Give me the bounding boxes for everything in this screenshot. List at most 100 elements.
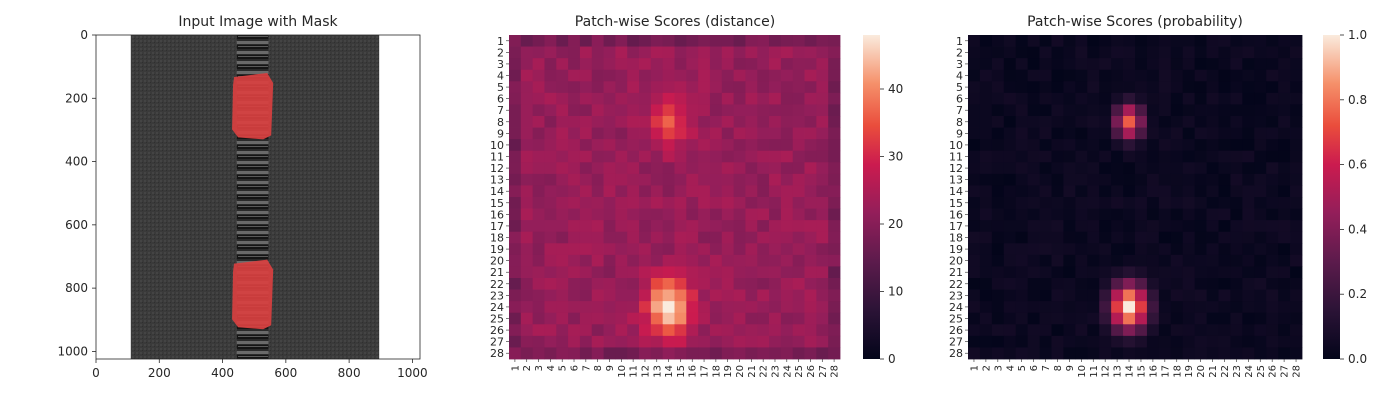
heatmap-cell xyxy=(1051,301,1064,314)
heatmap-cell xyxy=(1278,324,1291,337)
heatmap-cell xyxy=(1027,243,1040,256)
row-tick-label: 5 xyxy=(497,81,504,94)
heatmap-cell xyxy=(792,46,805,59)
probability-heatmap-title: Patch-wise Scores (probability) xyxy=(1027,14,1243,30)
heatmap-cell xyxy=(1087,46,1100,59)
heatmap-cell xyxy=(979,46,993,59)
heatmap-cell xyxy=(1194,58,1207,71)
heatmap-cell xyxy=(686,347,699,360)
heatmap-cell xyxy=(1051,254,1064,267)
heatmap-cell xyxy=(674,243,687,256)
heatmap-cell xyxy=(674,208,687,221)
heatmap-cell xyxy=(1027,347,1040,360)
heatmap-cell xyxy=(721,208,735,221)
heatmap-cell xyxy=(1242,208,1255,221)
heatmap-cell xyxy=(1123,197,1136,209)
heatmap-cell xyxy=(721,81,735,94)
heatmap-cell xyxy=(1278,266,1291,279)
heatmap-cell xyxy=(544,46,557,59)
heatmap-cell xyxy=(1027,289,1040,302)
heatmap-cell xyxy=(591,173,604,186)
heatmap-cell xyxy=(1111,104,1124,117)
heatmap-cell xyxy=(968,197,981,209)
heatmap-cell xyxy=(1206,231,1219,244)
heatmap-cell xyxy=(816,278,829,290)
heatmap-cell xyxy=(1182,58,1196,71)
heatmap-cell xyxy=(544,139,557,152)
heatmap-cell xyxy=(968,324,981,337)
heatmap-cell xyxy=(1051,278,1064,290)
heatmap-cell xyxy=(968,266,981,279)
heatmap-cell xyxy=(1123,278,1136,290)
heatmap-cell xyxy=(650,301,664,314)
row-tick-label: 18 xyxy=(490,232,504,245)
heatmap-cell xyxy=(1135,220,1148,233)
heatmap-cell xyxy=(968,312,981,325)
heatmap-cell xyxy=(1111,92,1124,105)
heatmap-cell xyxy=(968,301,981,314)
heatmap-cell xyxy=(1254,231,1267,244)
heatmap-cell xyxy=(828,35,841,47)
heatmap-cell xyxy=(968,92,981,105)
heatmap-cell xyxy=(1170,92,1184,105)
heatmap-cell xyxy=(662,116,675,128)
heatmap-cell xyxy=(792,58,805,71)
heatmap-cell xyxy=(1003,127,1017,140)
heatmap-cell xyxy=(1242,58,1255,71)
heatmap-cell xyxy=(968,278,981,290)
heatmap-cell xyxy=(1278,92,1291,105)
heatmap-cell xyxy=(1063,266,1076,279)
heatmap-cell xyxy=(1075,81,1088,94)
heatmap-cell xyxy=(1182,197,1196,209)
heatmap-cell xyxy=(1254,185,1267,198)
heatmap-cell xyxy=(792,69,805,82)
heatmap-cell xyxy=(674,139,687,152)
heatmap-cell xyxy=(568,35,581,47)
heatmap-cell xyxy=(544,197,557,209)
heatmap-cell xyxy=(627,139,640,152)
heatmap-cell xyxy=(1135,46,1148,59)
heatmap-cell xyxy=(1039,139,1052,152)
heatmap-cell xyxy=(757,116,770,128)
heatmap-cell xyxy=(1027,266,1040,279)
heatmap-cell xyxy=(721,301,735,314)
heatmap-cell xyxy=(1158,266,1172,279)
heatmap-cell xyxy=(828,335,841,348)
heatmap-cell xyxy=(769,35,782,47)
heatmap-cell xyxy=(1206,46,1219,59)
heatmap-cell xyxy=(1146,197,1160,209)
heatmap-cell xyxy=(1218,81,1231,94)
heatmap-cell xyxy=(1290,335,1303,348)
heatmap-cell xyxy=(1218,278,1231,290)
col-tick-label: 1 xyxy=(969,365,980,371)
heatmap-cell xyxy=(650,150,664,163)
col-tick-label: 5 xyxy=(558,365,569,371)
heatmap-cell xyxy=(1230,35,1243,47)
heatmap-cell xyxy=(1194,69,1207,82)
heatmap-cell xyxy=(1194,278,1207,290)
heatmap-cell xyxy=(1003,197,1017,209)
y-tick-label: 400 xyxy=(65,155,88,169)
col-tick-label: 16 xyxy=(688,365,699,378)
heatmap-cell xyxy=(979,197,993,209)
heatmap-cell xyxy=(1063,150,1076,163)
heatmap-cell xyxy=(1158,139,1172,152)
heatmap-cell xyxy=(520,104,534,117)
heatmap-cell xyxy=(780,289,794,302)
heatmap-cell xyxy=(1230,347,1243,360)
heatmap-cell xyxy=(686,312,699,325)
heatmap-cell xyxy=(1194,208,1207,221)
heatmap-cell xyxy=(532,173,545,186)
heatmap-cell xyxy=(769,104,782,117)
heatmap-cell xyxy=(721,335,735,348)
heatmap-cell xyxy=(662,254,675,267)
heatmap-cell xyxy=(1290,266,1303,279)
heatmap-cell xyxy=(1242,197,1255,209)
heatmap-cell xyxy=(769,116,782,128)
heatmap-cell xyxy=(639,278,652,290)
col-tick-label: 14 xyxy=(664,365,675,378)
heatmap-cell xyxy=(721,266,735,279)
heatmap-cell xyxy=(1254,104,1267,117)
heatmap-cell xyxy=(792,173,805,186)
heatmap-cell xyxy=(780,46,794,59)
